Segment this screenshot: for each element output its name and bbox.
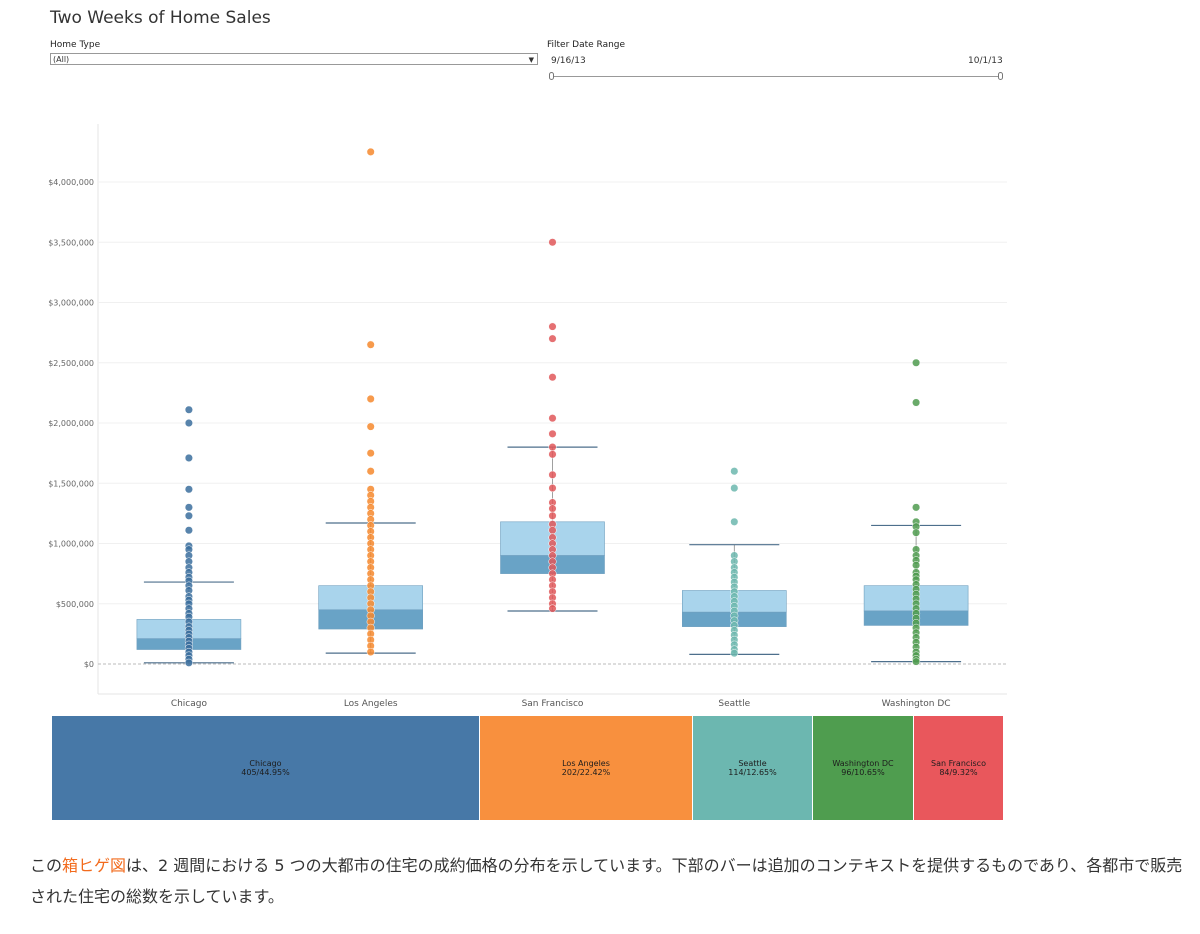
caption-before: この — [30, 856, 63, 875]
data-point — [548, 429, 557, 438]
date-filter-label: Filter Date Range — [547, 40, 626, 50]
x-category-label: Washington DC — [882, 699, 951, 709]
data-point — [912, 358, 921, 367]
data-point — [548, 414, 557, 423]
data-point — [912, 657, 921, 666]
data-point — [366, 647, 375, 657]
data-point — [548, 450, 557, 459]
data-point — [548, 470, 557, 479]
date-slider-end-handle[interactable] — [998, 72, 1003, 80]
data-point — [184, 418, 193, 428]
date-start: 9/16/13 — [551, 56, 586, 66]
bar-segment-value: 84/9.32% — [939, 768, 978, 777]
data-point — [366, 449, 375, 458]
data-point — [548, 504, 557, 513]
data-point — [548, 443, 557, 452]
data-point — [184, 526, 193, 535]
y-tick-label: $3,500,000 — [48, 238, 94, 247]
x-category-label: Los Angeles — [344, 699, 398, 709]
home-type-select[interactable]: (All) ▼ — [50, 53, 538, 65]
data-point — [184, 658, 193, 667]
data-point — [548, 238, 557, 247]
date-slider-track[interactable] — [553, 76, 1001, 77]
data-point — [366, 467, 375, 476]
bar-segment-san-francisco[interactable]: San Francisco 84/9.32% — [914, 716, 1004, 820]
data-point — [912, 398, 921, 407]
data-point — [730, 649, 739, 658]
chevron-down-icon: ▼ — [528, 56, 534, 64]
caption-after: は、2 週間における 5 つの大都市の住宅の成約価格の分布を示しています。下部の… — [30, 856, 1183, 906]
data-point — [548, 373, 557, 382]
data-point — [548, 604, 557, 613]
box-plot-link[interactable]: 箱ヒゲ図 — [62, 856, 127, 875]
bar-segment-chicago[interactable]: Chicago 405/44.95% — [52, 716, 480, 820]
y-tick-label: $4,000,000 — [48, 178, 94, 187]
bar-segment-name: Seattle — [738, 759, 767, 768]
data-point — [366, 394, 375, 403]
data-point — [730, 517, 739, 526]
data-point — [548, 526, 557, 535]
data-point — [366, 422, 375, 431]
y-tick-label: $500,000 — [56, 600, 94, 609]
data-point — [548, 322, 557, 331]
date-end: 10/1/13 — [968, 56, 1003, 66]
y-tick-label: $2,000,000 — [48, 419, 94, 428]
bar-segment-value: 202/22.42% — [561, 768, 611, 777]
data-point — [184, 453, 193, 462]
date-slider-start-handle[interactable] — [549, 72, 554, 80]
bar-segment-los-angeles[interactable]: Los Angeles 202/22.42% — [480, 716, 693, 820]
x-category-label: Chicago — [171, 699, 208, 709]
data-point — [730, 467, 739, 476]
data-point — [184, 511, 193, 520]
x-category-label: Seattle — [718, 699, 750, 709]
data-point — [912, 503, 921, 512]
data-point — [184, 503, 193, 512]
data-point — [184, 485, 193, 494]
bar-segment-name: San Francisco — [931, 759, 986, 768]
data-point — [184, 405, 193, 414]
bar-segment-washington-dc[interactable]: Washington DC 96/10.65% — [813, 716, 914, 820]
bar-segment-seattle[interactable]: Seattle 114/12.65% — [693, 716, 813, 820]
home-type-value: (All) — [53, 55, 70, 64]
data-point — [548, 511, 557, 520]
bar-segment-value: 405/44.95% — [241, 768, 290, 777]
x-category-label: San Francisco — [522, 699, 584, 709]
bar-segment-name: Washington DC — [832, 759, 894, 768]
y-tick-label: $0 — [84, 660, 94, 669]
y-tick-label: $3,000,000 — [48, 299, 94, 308]
data-point — [912, 561, 921, 570]
y-tick-label: $1,500,000 — [48, 479, 94, 488]
caption: この箱ヒゲ図は、2 週間における 5 つの大都市の住宅の成約価格の分布を示してい… — [30, 850, 1195, 912]
data-point — [912, 528, 921, 537]
bar-segment-name: Los Angeles — [562, 759, 610, 768]
data-point — [548, 484, 557, 493]
bar-segment-name: Chicago — [249, 759, 282, 768]
bar-segment-value: 114/12.65% — [728, 768, 777, 777]
data-point — [548, 334, 557, 343]
box-plot-chart: $0 $500,000 $1,000,000 $1,500,000 $2,000,000… — [48, 124, 1007, 709]
data-point — [366, 340, 375, 349]
y-tick-label: $2,500,000 — [48, 359, 94, 368]
home-type-label: Home Type — [50, 40, 101, 50]
dashboard-title: Two Weeks of Home Sales — [50, 8, 271, 28]
data-point — [730, 484, 739, 493]
y-tick-label: $1,000,000 — [48, 540, 94, 549]
data-point — [366, 147, 375, 156]
bar-segment-value: 96/10.65% — [841, 768, 885, 777]
